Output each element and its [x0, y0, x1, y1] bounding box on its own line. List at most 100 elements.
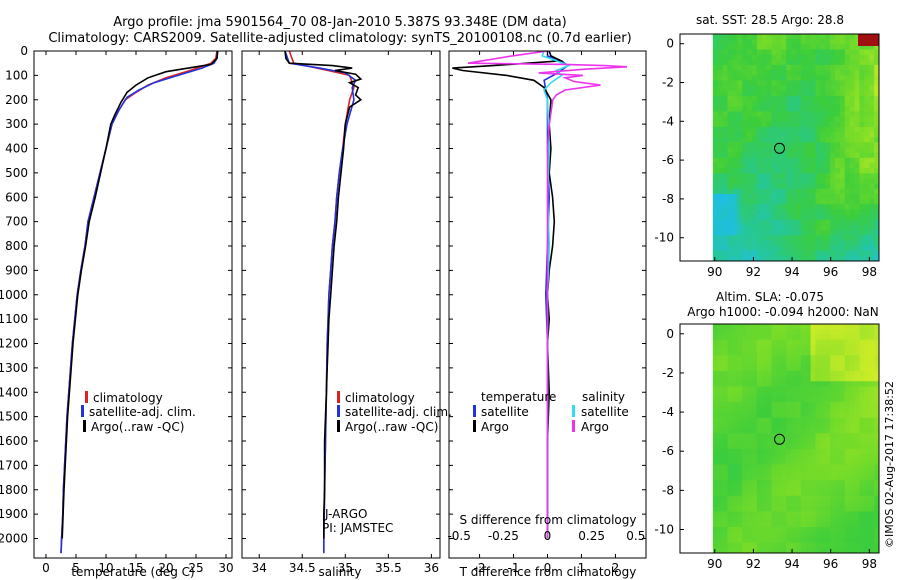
- heatmap-cell: [722, 230, 728, 236]
- heatmap-cell: [844, 224, 851, 231]
- heatmap-cell: [844, 355, 851, 361]
- heatmap-cell: [805, 204, 811, 210]
- heatmap-cell: [786, 469, 792, 476]
- heatmap-cell: [825, 402, 831, 408]
- heatmap-cell: [722, 454, 728, 460]
- heatmap-cell: [761, 396, 767, 403]
- heatmap-cell: [874, 547, 880, 554]
- heatmap-cell: [727, 428, 733, 434]
- heatmap-cell: [776, 417, 782, 424]
- heatmap-cell: [761, 240, 767, 246]
- heatmap-cell: [761, 255, 767, 262]
- heatmap-cell: [717, 137, 724, 143]
- heatmap-cell: [800, 183, 807, 190]
- heatmap-cell: [864, 157, 870, 164]
- heatmap-cell: [849, 464, 855, 471]
- heatmap-cell: [756, 132, 763, 138]
- heatmap-cell: [869, 480, 875, 486]
- heatmap-cell: [849, 495, 855, 502]
- heatmap-cell: [732, 407, 738, 413]
- heatmap-cell: [781, 188, 787, 195]
- heatmap-cell: [756, 511, 763, 517]
- heatmap-cell: [761, 193, 767, 200]
- heatmap-cell: [844, 381, 851, 387]
- heatmap-cell: [722, 106, 728, 112]
- depth-tick-label: 1600: [0, 434, 28, 448]
- heatmap-cell: [761, 75, 767, 81]
- heatmap-cell: [732, 480, 738, 486]
- heatmap-cell: [771, 245, 777, 252]
- heatmap-cell: [849, 188, 855, 195]
- heatmap-cell: [737, 90, 743, 97]
- heatmap-cell: [732, 324, 738, 330]
- heatmap-cell: [805, 422, 811, 429]
- heatmap-cell: [776, 485, 782, 491]
- heatmap-cell: [800, 417, 807, 424]
- heatmap-cell: [810, 350, 816, 356]
- heatmap-cell: [766, 85, 772, 92]
- legend-title-salinity: salinity: [582, 390, 625, 404]
- heatmap-cell: [756, 152, 763, 159]
- heatmap-cell: [756, 438, 763, 445]
- heatmap-cell: [722, 80, 728, 86]
- heatmap-cell: [791, 542, 797, 549]
- heatmap-cell: [835, 480, 841, 486]
- heatmap-cell: [839, 448, 846, 455]
- heatmap-cell: [786, 204, 792, 210]
- heatmap-cell: [761, 137, 767, 143]
- heatmap-cell: [874, 152, 880, 159]
- heatmap-cell: [795, 412, 802, 419]
- heatmap-cell: [756, 116, 763, 123]
- heatmap-cell: [805, 365, 811, 372]
- heatmap-cell: [839, 464, 846, 471]
- heatmap-cell: [756, 188, 763, 195]
- heatmap-cell: [869, 245, 875, 252]
- heatmap-cell: [791, 116, 797, 123]
- heatmap-cell: [761, 250, 767, 257]
- depth-tick-label: 1800: [0, 483, 28, 497]
- heatmap-cell: [761, 350, 767, 356]
- heatmap-cell: [844, 365, 851, 372]
- heatmap-cell: [810, 500, 816, 507]
- heatmap-cell: [727, 70, 733, 76]
- heatmap-cell: [712, 521, 719, 528]
- heatmap-cell: [810, 495, 816, 502]
- heatmap-cell: [874, 443, 880, 450]
- heatmap-cell: [864, 329, 870, 335]
- heatmap-cell: [849, 417, 855, 424]
- heatmap-cell: [781, 537, 787, 543]
- heatmap-cell: [839, 355, 846, 361]
- heatmap-cell: [791, 428, 797, 434]
- heatmap-cell: [712, 101, 719, 107]
- heatmap-cell: [712, 459, 719, 465]
- heatmap-cell: [747, 70, 753, 76]
- heatmap-cell: [800, 250, 807, 257]
- heatmap-cell: [839, 365, 846, 372]
- heatmap-cell: [874, 101, 880, 107]
- heatmap-cell: [835, 402, 841, 408]
- heatmap-cell: [756, 193, 763, 200]
- heatmap-cell: [815, 59, 821, 66]
- heatmap-cell: [791, 173, 797, 179]
- heatmap-cell: [844, 188, 851, 195]
- heatmap-cell: [815, 235, 821, 241]
- heatmap-cell: [766, 121, 772, 128]
- heatmap-cell: [869, 490, 875, 497]
- heatmap-cell: [805, 235, 811, 241]
- heatmap-cell: [722, 339, 728, 346]
- heatmap-cell: [786, 521, 792, 528]
- heatmap-cell: [810, 34, 816, 40]
- heatmap-cell: [800, 188, 807, 195]
- heatmap-cell: [854, 474, 860, 481]
- heatmap-cell: [712, 365, 719, 372]
- heatmap-cell: [839, 360, 846, 367]
- heatmap-cell: [874, 454, 880, 460]
- heatmap-cell: [781, 111, 787, 117]
- heatmap-cell: [751, 391, 758, 398]
- heatmap-cell: [805, 417, 811, 424]
- heatmap-cell: [864, 121, 870, 128]
- heatmap-cell: [839, 506, 846, 512]
- heatmap-cell: [717, 235, 724, 241]
- heatmap-cell: [786, 64, 792, 71]
- heatmap-cell: [859, 90, 865, 97]
